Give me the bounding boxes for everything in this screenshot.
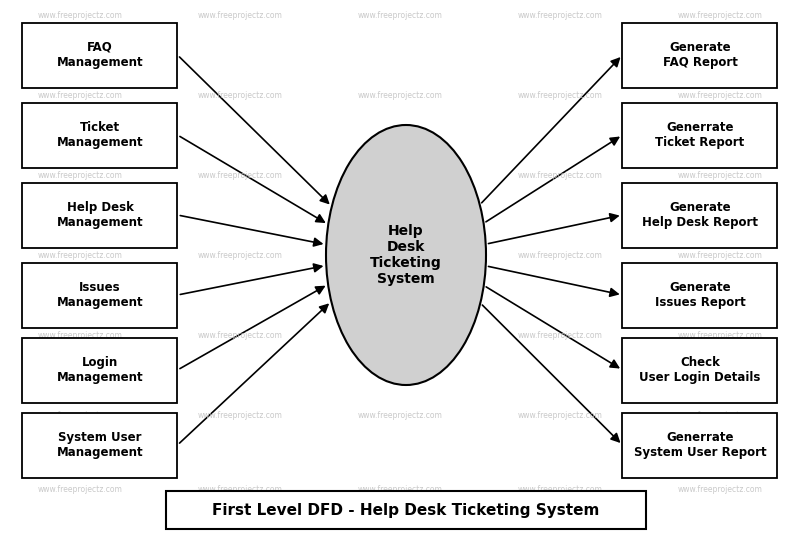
Text: www.freeprojectz.com: www.freeprojectz.com	[197, 410, 282, 420]
Text: Generate
Issues Report: Generate Issues Report	[654, 281, 744, 309]
Text: www.freeprojectz.com: www.freeprojectz.com	[517, 410, 602, 420]
Text: www.freeprojectz.com: www.freeprojectz.com	[676, 170, 762, 180]
Text: www.freeprojectz.com: www.freeprojectz.com	[517, 10, 602, 20]
Text: www.freeprojectz.com: www.freeprojectz.com	[357, 410, 442, 420]
Text: www.freeprojectz.com: www.freeprojectz.com	[357, 90, 442, 100]
Text: www.freeprojectz.com: www.freeprojectz.com	[37, 10, 122, 20]
Text: Login
Management: Login Management	[57, 356, 143, 384]
Text: www.freeprojectz.com: www.freeprojectz.com	[517, 250, 602, 260]
Text: www.freeprojectz.com: www.freeprojectz.com	[197, 10, 282, 20]
Text: www.freeprojectz.com: www.freeprojectz.com	[676, 10, 762, 20]
Bar	[165, 491, 646, 529]
Text: www.freeprojectz.com: www.freeprojectz.com	[676, 330, 762, 340]
Text: www.freeprojectz.com: www.freeprojectz.com	[357, 486, 442, 494]
Text: www.freeprojectz.com: www.freeprojectz.com	[197, 330, 282, 340]
Text: Ticket
Management: Ticket Management	[57, 121, 143, 149]
Text: www.freeprojectz.com: www.freeprojectz.com	[197, 250, 282, 260]
Bar	[23, 22, 178, 88]
Text: Help Desk
Management: Help Desk Management	[57, 201, 143, 229]
Bar	[622, 413, 777, 477]
Text: www.freeprojectz.com: www.freeprojectz.com	[517, 486, 602, 494]
Text: Issues
Management: Issues Management	[57, 281, 143, 309]
Text: First Level DFD - Help Desk Ticketing System: First Level DFD - Help Desk Ticketing Sy…	[212, 503, 599, 517]
Text: www.freeprojectz.com: www.freeprojectz.com	[676, 90, 762, 100]
Text: www.freeprojectz.com: www.freeprojectz.com	[357, 10, 442, 20]
Bar	[622, 102, 777, 168]
Text: www.freeprojectz.com: www.freeprojectz.com	[357, 250, 442, 260]
Text: www.freeprojectz.com: www.freeprojectz.com	[517, 170, 602, 180]
Text: www.freeprojectz.com: www.freeprojectz.com	[37, 410, 122, 420]
Bar	[23, 262, 178, 328]
Text: www.freeprojectz.com: www.freeprojectz.com	[37, 250, 122, 260]
Text: www.freeprojectz.com: www.freeprojectz.com	[517, 90, 602, 100]
Text: www.freeprojectz.com: www.freeprojectz.com	[37, 486, 122, 494]
Text: Check
User Login Details: Check User Login Details	[638, 356, 760, 384]
Bar	[23, 102, 178, 168]
Text: Generate
FAQ Report: Generate FAQ Report	[662, 41, 736, 69]
Text: www.freeprojectz.com: www.freeprojectz.com	[357, 170, 442, 180]
Text: www.freeprojectz.com: www.freeprojectz.com	[197, 170, 282, 180]
Text: www.freeprojectz.com: www.freeprojectz.com	[676, 250, 762, 260]
Bar	[622, 338, 777, 402]
Text: Help
Desk
Ticketing
System: Help Desk Ticketing System	[370, 224, 441, 286]
Text: www.freeprojectz.com: www.freeprojectz.com	[676, 486, 762, 494]
Text: Generrate
Ticket Report: Generrate Ticket Report	[654, 121, 744, 149]
Bar	[622, 182, 777, 248]
Bar	[23, 338, 178, 402]
Text: www.freeprojectz.com: www.freeprojectz.com	[676, 410, 762, 420]
Bar	[23, 413, 178, 477]
Text: www.freeprojectz.com: www.freeprojectz.com	[37, 330, 122, 340]
Text: www.freeprojectz.com: www.freeprojectz.com	[357, 330, 442, 340]
Text: Generate
Help Desk Report: Generate Help Desk Report	[642, 201, 757, 229]
Text: FAQ
Management: FAQ Management	[57, 41, 143, 69]
Text: www.freeprojectz.com: www.freeprojectz.com	[37, 170, 122, 180]
Text: www.freeprojectz.com: www.freeprojectz.com	[37, 90, 122, 100]
Bar	[622, 22, 777, 88]
Bar	[622, 262, 777, 328]
Ellipse shape	[325, 125, 486, 385]
Text: www.freeprojectz.com: www.freeprojectz.com	[517, 330, 602, 340]
Text: www.freeprojectz.com: www.freeprojectz.com	[197, 486, 282, 494]
Text: System User
Management: System User Management	[57, 431, 143, 459]
Text: www.freeprojectz.com: www.freeprojectz.com	[197, 90, 282, 100]
Text: Generrate
System User Report: Generrate System User Report	[633, 431, 766, 459]
Bar	[23, 182, 178, 248]
